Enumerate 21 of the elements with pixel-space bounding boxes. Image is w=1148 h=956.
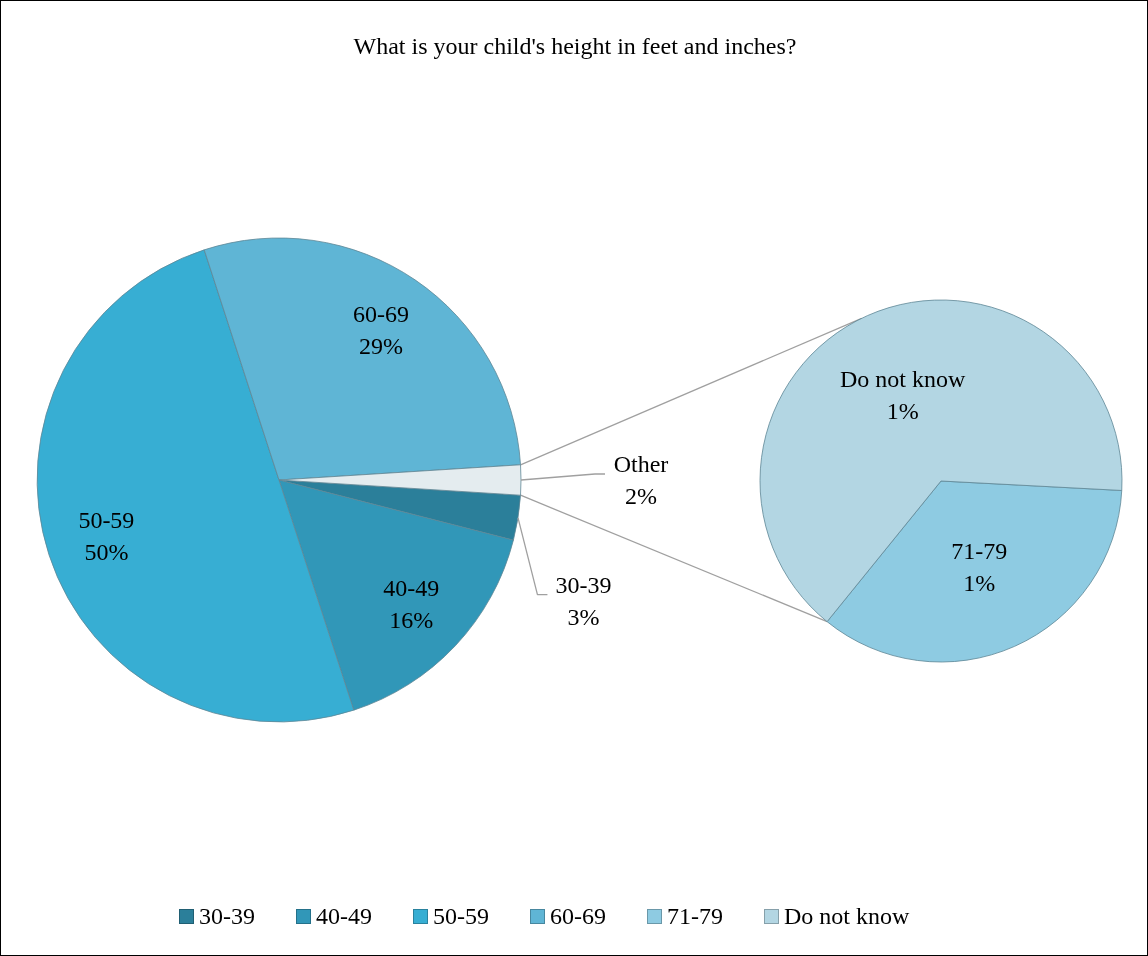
data-label: 1% [886,398,919,425]
legend-label: 60-69 [550,902,606,931]
legend-label: 50-59 [433,902,489,931]
slice-label: 30-39 [555,571,612,598]
data-label: 16% [389,607,434,634]
chart-title: What is your child's height in feet and inches? [352,32,798,61]
slice-label: 40-49 [383,575,440,602]
slice-label: Other [613,451,669,477]
legend-label: 30-39 [199,902,255,931]
legend-label: 71-79 [667,902,723,931]
legend-label: 40-49 [316,902,372,931]
data-label: 29% [359,332,404,359]
slice-label: 60-69 [353,300,410,327]
legend-label: Do not know [784,902,910,931]
slice-label: 71-79 [951,537,1008,564]
slice-label: Do not know [840,366,967,393]
slice-label: 50-59 [78,507,135,534]
data-label: 1% [963,569,996,596]
data-label: 50% [84,539,129,566]
data-label: 2% [625,483,657,509]
data-label: 3% [567,603,600,630]
